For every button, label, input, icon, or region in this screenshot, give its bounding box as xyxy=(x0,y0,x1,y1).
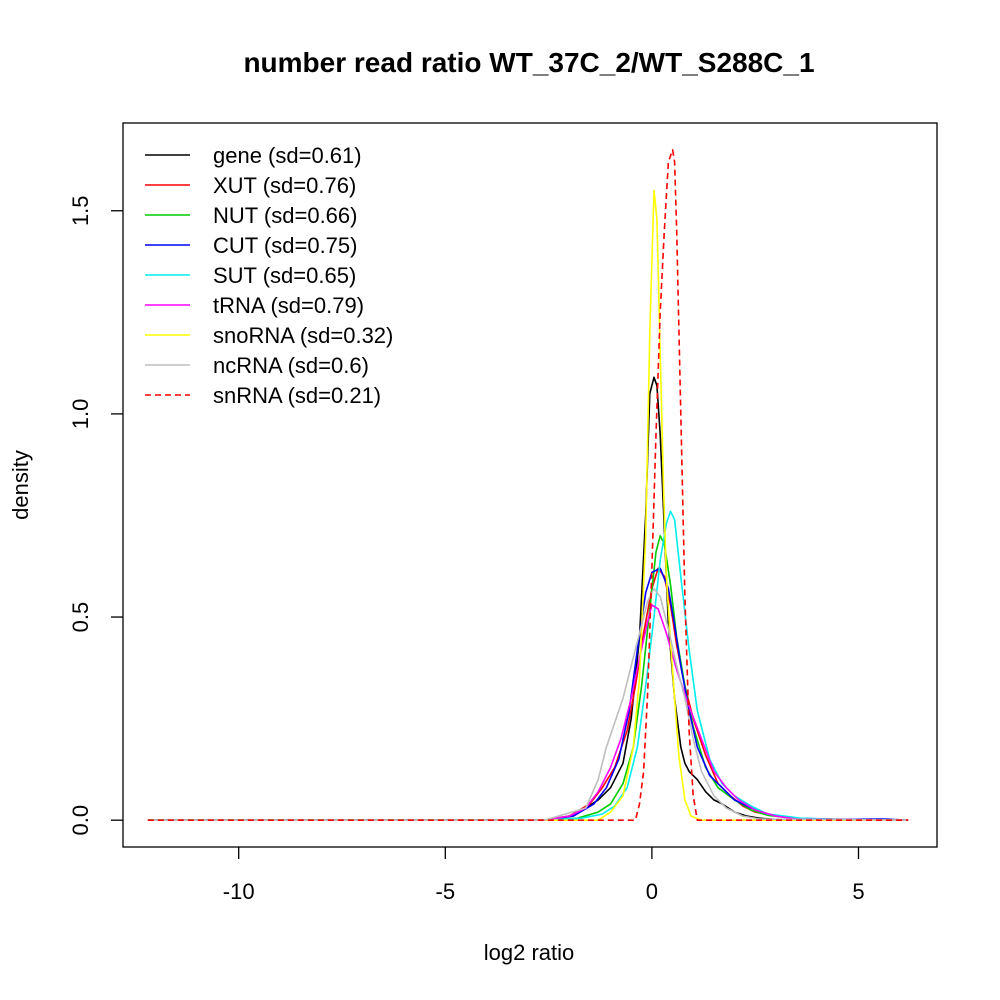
legend-label: NUT (sd=0.66) xyxy=(213,203,357,228)
chart-title: number read ratio WT_37C_2/WT_S288C_1 xyxy=(243,47,814,78)
series-line-6 xyxy=(147,189,909,822)
legend: gene (sd=0.61) XUT (sd=0.76) NUT (sd=0.66)… xyxy=(145,143,393,408)
y-tick-label: 1.5 xyxy=(68,195,93,226)
legend-label: gene (sd=0.61) xyxy=(213,143,362,168)
x-axis: -10 -5 0 5 xyxy=(223,847,865,904)
legend-label: CUT (sd=0.75) xyxy=(213,233,357,258)
x-tick-label: -10 xyxy=(223,879,255,904)
legend-label: XUT (sd=0.76) xyxy=(213,173,356,198)
legend-label: SUT (sd=0.65) xyxy=(213,263,356,288)
y-axis: 0.0 0.5 1.0 1.5 xyxy=(68,195,123,835)
series-line-7 xyxy=(147,587,909,822)
x-tick-label: 0 xyxy=(646,879,658,904)
x-axis-label: log2 ratio xyxy=(484,940,575,965)
y-tick-label: 0.5 xyxy=(68,602,93,633)
series-line-8 xyxy=(147,149,909,822)
series-line-5 xyxy=(147,604,909,822)
x-tick-label: -5 xyxy=(436,879,456,904)
y-tick-label: 0.0 xyxy=(68,805,93,836)
legend-label: tRNA (sd=0.79) xyxy=(213,293,364,318)
plot-frame xyxy=(122,122,938,848)
legend-label: ncRNA (sd=0.6) xyxy=(213,353,369,378)
y-axis-label: density xyxy=(8,450,33,520)
series-lines xyxy=(147,149,909,822)
y-tick-label: 1.0 xyxy=(68,399,93,430)
x-tick-label: 5 xyxy=(852,879,864,904)
legend-label: snRNA (sd=0.21) xyxy=(213,383,381,408)
legend-label: snoRNA (sd=0.32) xyxy=(213,323,393,348)
